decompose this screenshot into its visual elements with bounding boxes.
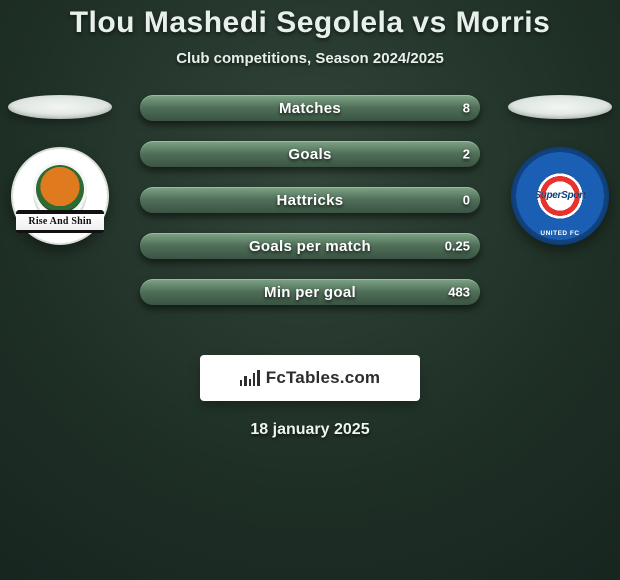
stat-value-right: 0.25 [445, 239, 470, 254]
stat-value-right: 2 [463, 147, 470, 162]
supersport-ring-text: UNITED FC [540, 230, 579, 237]
brand-text: FcTables.com [266, 368, 381, 388]
footer-date: 18 january 2025 [0, 421, 620, 439]
stat-bar: Hattricks 0 [140, 187, 480, 213]
stat-value-right: 8 [463, 101, 470, 116]
stat-label: Hattricks [277, 192, 344, 209]
subtitle: Club competitions, Season 2024/2025 [0, 50, 620, 67]
comparison-stage: SuperSport UNITED FC Matches 8 Goals 2 Hattr… [0, 95, 620, 355]
brand-box[interactable]: FcTables.com [202, 357, 418, 399]
stat-value-right: 0 [463, 193, 470, 208]
stat-bar: Matches 8 [140, 95, 480, 121]
player-right: SuperSport UNITED FC [500, 95, 620, 245]
club-badge-supersport: SuperSport UNITED FC [511, 147, 609, 245]
supersport-logo-text: SuperSport [534, 190, 585, 201]
stat-bar: Min per goal 483 [140, 279, 480, 305]
stat-bar: Goals 2 [140, 141, 480, 167]
stat-bar: Goals per match 0.25 [140, 233, 480, 259]
stat-value-right: 483 [448, 285, 470, 300]
player-silhouette-right [508, 95, 612, 119]
stat-label: Goals per match [249, 238, 371, 255]
player-left [0, 95, 120, 245]
bar-chart-icon [240, 370, 260, 386]
stat-label: Min per goal [264, 284, 356, 301]
stat-bars: Matches 8 Goals 2 Hattricks 0 Goals per match 0… [140, 95, 480, 325]
stat-label: Matches [279, 100, 341, 117]
club-badge-polokwane [11, 147, 109, 245]
stat-label: Goals [288, 146, 331, 163]
page-title: Tlou Mashedi Segolela vs Morris [0, 6, 620, 40]
infographic: Tlou Mashedi Segolela vs Morris Club com… [0, 0, 620, 580]
player-silhouette-left [8, 95, 112, 119]
